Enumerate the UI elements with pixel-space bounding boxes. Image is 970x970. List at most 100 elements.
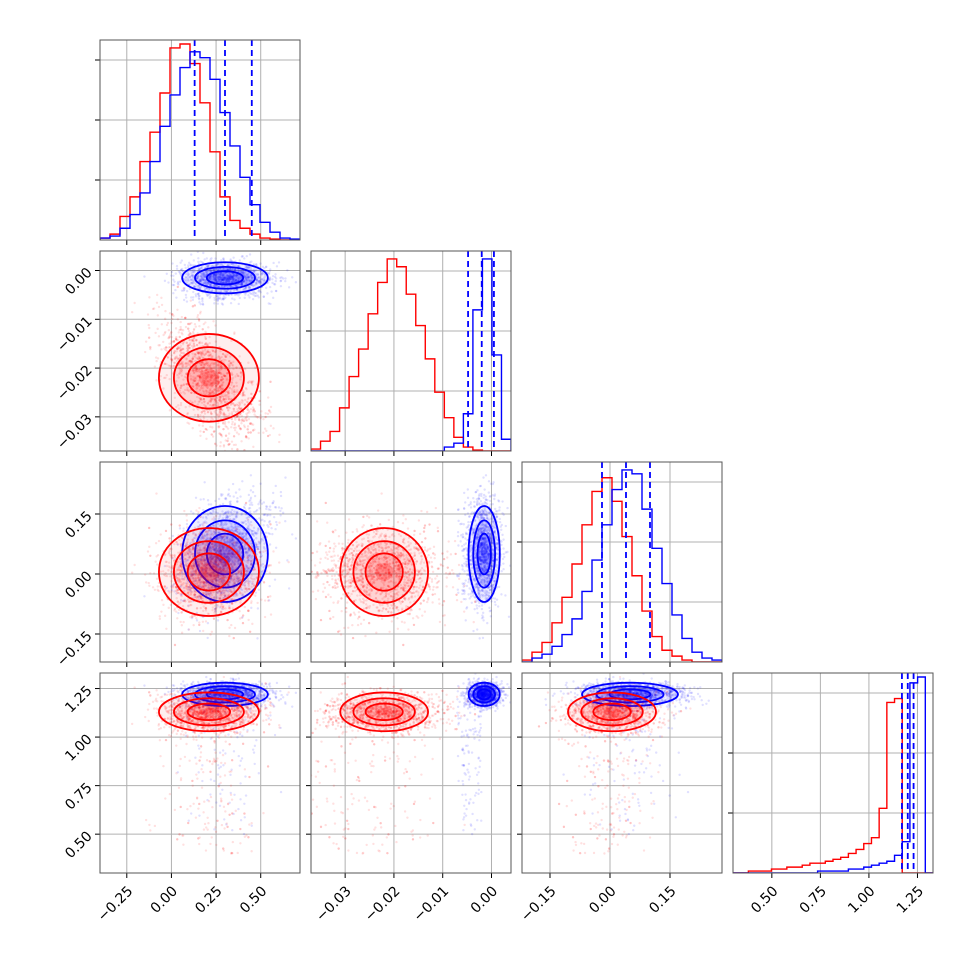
scatter-point [222, 289, 226, 292]
scatter-point [144, 340, 148, 343]
scatter-point [167, 281, 170, 284]
scatter-point [268, 278, 271, 282]
scatter-point [202, 546, 205, 550]
scatter-point [205, 272, 208, 275]
scatter-point [237, 269, 240, 273]
scatter-point [189, 342, 192, 345]
scatter-point [195, 356, 198, 360]
scatter-point [178, 346, 181, 350]
scatter-point [199, 430, 202, 433]
scatter-point [214, 442, 217, 445]
scatter-point [153, 365, 157, 368]
scatter-point [191, 546, 195, 549]
scatter-point [191, 567, 195, 570]
scatter-point [203, 580, 207, 584]
scatter-point [219, 280, 222, 283]
scatter-point [209, 396, 213, 400]
scatter-point [242, 419, 246, 423]
scatter-point [244, 276, 248, 279]
scatter-point [204, 544, 207, 547]
scatter-point [152, 572, 156, 575]
scatter-point [218, 399, 222, 403]
scatter-point [238, 275, 241, 278]
scatter-point [188, 343, 191, 347]
scatter-point [231, 553, 235, 556]
scatter-point [258, 551, 262, 554]
scatter-point [216, 556, 219, 560]
scatter-point [215, 579, 218, 582]
scatter-point [227, 414, 231, 418]
scatter-point [179, 384, 183, 387]
scatter-point [231, 457, 233, 459]
scatter-point [163, 585, 167, 588]
scatter-point [247, 457, 249, 459]
scatter-point [219, 272, 223, 275]
scatter-point [220, 558, 223, 561]
scatter-point [202, 524, 205, 527]
scatter-point [162, 333, 165, 337]
scatter-point [216, 382, 220, 386]
scatter-point [201, 300, 204, 303]
scatter-point [221, 278, 225, 281]
scatter-point [269, 380, 272, 384]
scatter-point [218, 597, 222, 600]
scatter-point [228, 406, 231, 410]
scatter-point [179, 544, 183, 548]
scatter-point [152, 307, 156, 310]
scatter-point [232, 275, 235, 278]
scatter-point [199, 302, 202, 306]
scatter-point [183, 551, 187, 554]
scatter-point [259, 280, 262, 284]
scatter-point [222, 546, 225, 550]
scatter-point [257, 289, 261, 292]
scatter-point [230, 373, 234, 376]
scatter-point [191, 305, 195, 308]
scatter-point [173, 280, 176, 283]
scatter-point [248, 291, 251, 294]
scatter-point [238, 546, 241, 549]
scatter-point [189, 553, 193, 556]
scatter-point [204, 607, 208, 610]
scatter-point [223, 276, 227, 280]
scatter-point [219, 583, 222, 587]
scatter-point [221, 576, 225, 580]
scatter-point [226, 353, 229, 356]
scatter-point [229, 285, 232, 288]
density-fill-series_b [173, 347, 244, 409]
scatter-point [207, 380, 210, 383]
scatter-point [208, 269, 212, 272]
scatter-point [195, 617, 198, 620]
scatter-point [194, 359, 197, 363]
scatter-point [220, 384, 223, 388]
scatter-point [272, 550, 275, 553]
scatter-point [221, 276, 225, 279]
scatter-point [203, 258, 206, 261]
scatter-point [166, 356, 170, 359]
scatter-point [176, 588, 180, 592]
scatter-point [229, 273, 232, 277]
scatter-point [233, 416, 237, 419]
scatter-point [212, 391, 216, 395]
scatter-point [265, 429, 268, 433]
scatter-point [172, 340, 175, 344]
scatter-point [210, 381, 213, 385]
scatter-point [218, 397, 222, 401]
scatter-point [235, 366, 238, 369]
scatter-point [194, 364, 197, 368]
scatter-point [198, 324, 201, 328]
scatter-point [170, 354, 173, 357]
scatter-point [196, 369, 199, 373]
scatter-point [212, 380, 215, 383]
scatter-point [251, 582, 255, 586]
scatter-point [171, 262, 174, 265]
scatter-point [218, 357, 222, 361]
scatter-point [233, 576, 236, 579]
scatter-point [176, 347, 179, 351]
scatter-point [204, 575, 208, 578]
scatter-point [202, 362, 205, 366]
scatter-point [221, 384, 224, 387]
scatter-point [237, 277, 240, 280]
scatter-point [203, 545, 206, 548]
scatter-point [229, 403, 232, 407]
scatter-point [179, 564, 182, 567]
